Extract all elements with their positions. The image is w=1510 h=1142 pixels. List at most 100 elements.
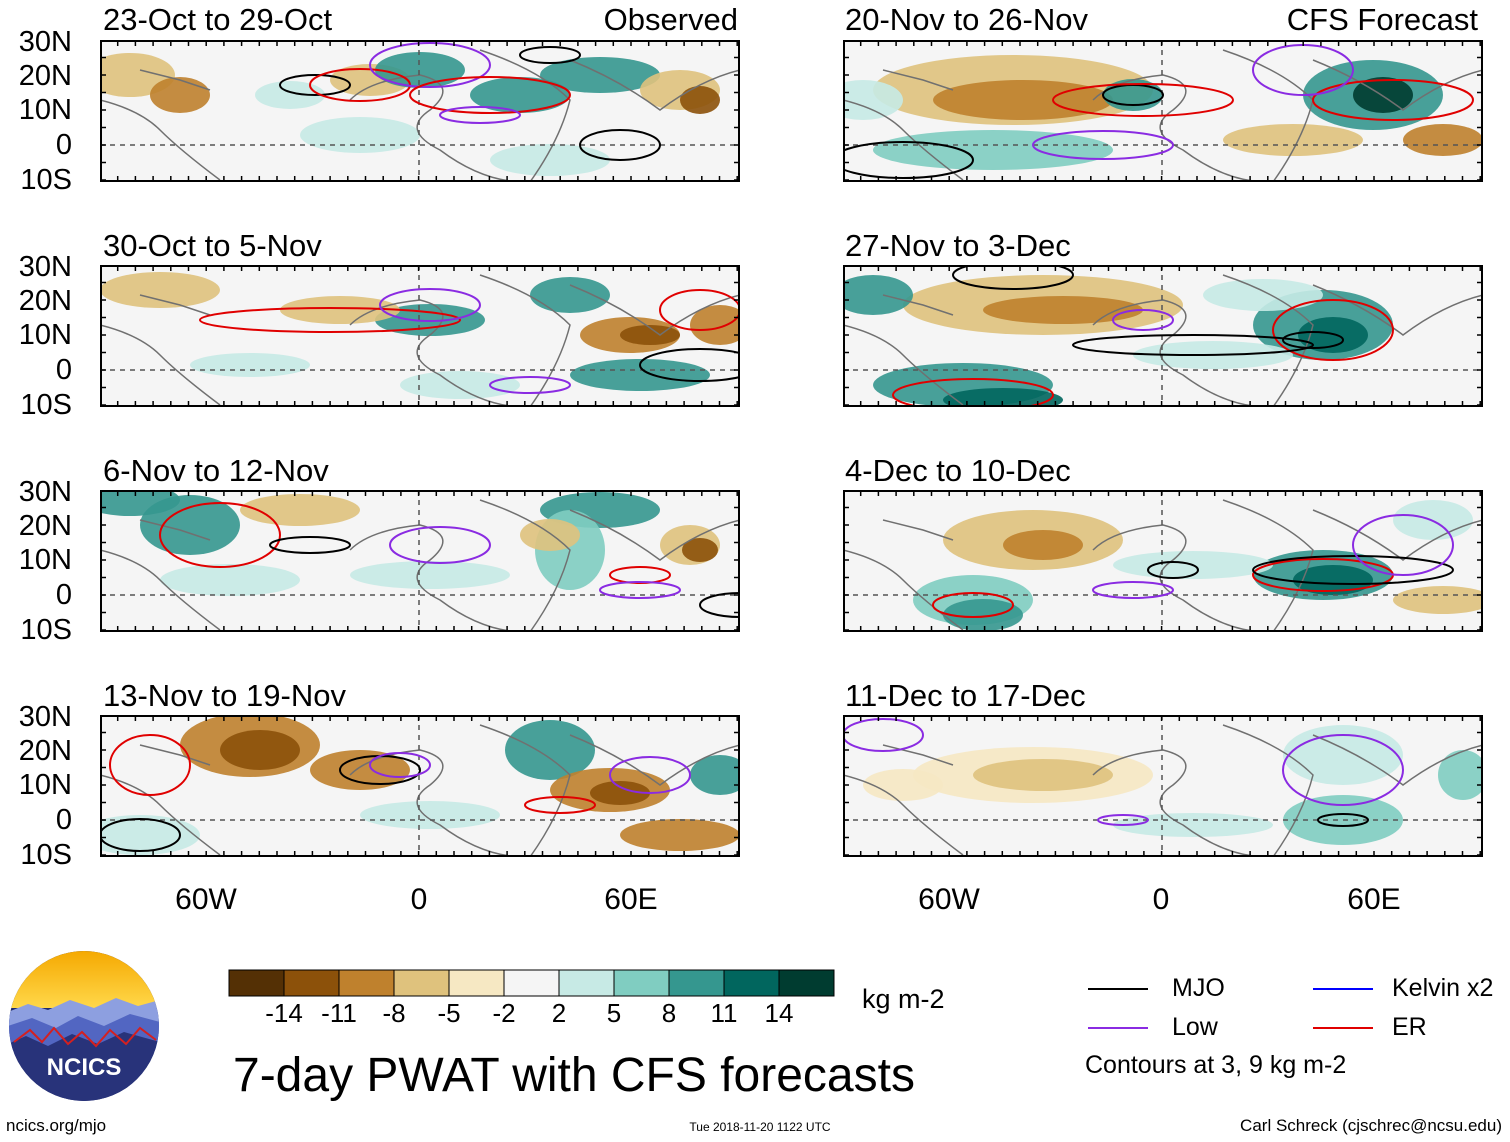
colorbar-tick-label: 8 [661, 998, 677, 1028]
wave-contour [1282, 331, 1344, 349]
pwat-anomaly-shading [1223, 124, 1363, 156]
lat-label: 10N [18, 319, 72, 351]
wave-contour [1147, 561, 1199, 579]
pwat-anomaly-shading [400, 371, 520, 399]
legend-low-swatch [1088, 1027, 1148, 1029]
pwat-anomaly-shading [590, 781, 650, 805]
legend-er-swatch [1313, 1027, 1373, 1029]
legend-mjo-label: MJO [1172, 974, 1225, 1002]
footer-author: Carl Schreck (cjschrec@ncsu.edu) [1240, 1116, 1502, 1135]
lon-label: 0 [1152, 883, 1170, 916]
colorbar-swatch [338, 969, 395, 997]
wave-contour [1072, 334, 1314, 356]
wave-contour [409, 76, 571, 114]
lat-label: 30N [18, 251, 72, 283]
colorbar-swatch [228, 969, 285, 997]
colorbar-swatch [723, 969, 780, 997]
colorbar-tick-label: 5 [606, 998, 622, 1028]
lon-label: 0 [410, 883, 428, 916]
pwat-anomaly-shading [1293, 565, 1373, 595]
wave-contour [389, 526, 491, 564]
panel-1-source: Observed [603, 2, 738, 37]
pwat-anomaly-shading [843, 80, 903, 120]
map-frame [843, 490, 1483, 632]
panel-4-map [100, 715, 740, 857]
pwat-anomaly-shading [540, 57, 660, 93]
wave-contour [379, 288, 481, 322]
lat-label: 0 [55, 804, 72, 836]
panel-2-title: 30-Oct to 5-Nov [103, 228, 322, 263]
wave-contour [439, 106, 521, 124]
wave-contour [1032, 130, 1174, 160]
footer-timestamp: Tue 2018-11-20 1122 UTC [689, 1120, 831, 1134]
pwat-anomaly-shading [375, 52, 465, 88]
legend-low-label: Low [1172, 1013, 1218, 1041]
pwat-anomaly-shading [280, 296, 400, 324]
panel-6-map [843, 265, 1483, 407]
legend-mjo-swatch [1088, 988, 1148, 990]
wave-contour [1312, 79, 1474, 121]
pwat-anomaly-shading [570, 359, 710, 391]
lat-label: 30N [18, 476, 72, 508]
colorbar [228, 969, 835, 997]
wave-contour [159, 502, 281, 568]
pwat-anomaly-shading [682, 538, 718, 562]
pwat-anomaly-shading [255, 81, 325, 109]
pwat-anomaly-shading [1113, 813, 1273, 837]
wave-contour [1052, 83, 1234, 117]
panel-3-map [100, 490, 740, 632]
panel-7-map [843, 490, 1483, 632]
pwat-anomaly-shading [843, 275, 913, 315]
legend-note: Contours at 3, 9 kg m-2 [1085, 1051, 1347, 1079]
map-frame [843, 715, 1483, 857]
wave-contour [699, 592, 740, 618]
pwat-anomaly-shading [943, 388, 1063, 407]
wave-contour [952, 265, 1074, 290]
panel-6-title: 27-Nov to 3-Dec [845, 228, 1071, 263]
ncics-logo: NCICS [9, 951, 159, 1101]
coastlines [843, 499, 1483, 632]
panel-2-map [100, 265, 740, 407]
colorbar-swatch [393, 969, 450, 997]
wave-contour [1112, 309, 1174, 331]
wave-contour [609, 756, 691, 794]
map-ticks [843, 40, 1483, 182]
legend-kelvin-label: Kelvin x2 [1392, 974, 1494, 1002]
wave-contour [579, 129, 661, 161]
pwat-anomaly-shading [350, 561, 510, 589]
pwat-anomaly-shading [150, 77, 210, 113]
map-frame [843, 265, 1483, 407]
lat-label: 10S [20, 164, 72, 196]
pwat-anomaly-shading [360, 801, 500, 829]
pwat-anomaly-shading [1203, 279, 1323, 311]
panel-7-title: 4-Dec to 10-Dec [845, 453, 1071, 488]
pwat-anomaly-shading [620, 325, 680, 345]
panel-8-map [843, 715, 1483, 857]
pwat-anomaly-shading [160, 564, 300, 596]
lat-label: 0 [55, 579, 72, 611]
wave-contour [489, 376, 571, 394]
lat-label: 10S [20, 614, 72, 646]
lat-label: 10S [20, 389, 72, 421]
wave-contour [1272, 299, 1394, 361]
panel-8-title: 11-Dec to 17-Dec [845, 678, 1086, 713]
colorbar-tick-label: -2 [492, 998, 516, 1028]
pwat-anomaly-shading [310, 750, 410, 790]
map-ticks [100, 715, 740, 857]
wave-contour [1252, 555, 1454, 585]
pwat-anomaly-shading [100, 272, 220, 308]
map-frame [843, 40, 1483, 182]
wave-contour [639, 348, 740, 382]
lat-label: 0 [55, 354, 72, 386]
colorbar-tick-label: -5 [437, 998, 461, 1028]
pwat-anomaly-shading [933, 80, 1113, 120]
wave-contour [1097, 814, 1149, 826]
map-ticks [100, 490, 740, 632]
pwat-anomaly-shading [690, 305, 740, 345]
panel-4-title: 13-Nov to 19-Nov [103, 678, 346, 713]
pwat-anomaly-shading [943, 599, 1023, 631]
map-ticks [100, 40, 740, 182]
lon-label: 60W [918, 883, 980, 916]
coastlines [843, 724, 1483, 857]
colorbar-swatch [778, 969, 835, 997]
